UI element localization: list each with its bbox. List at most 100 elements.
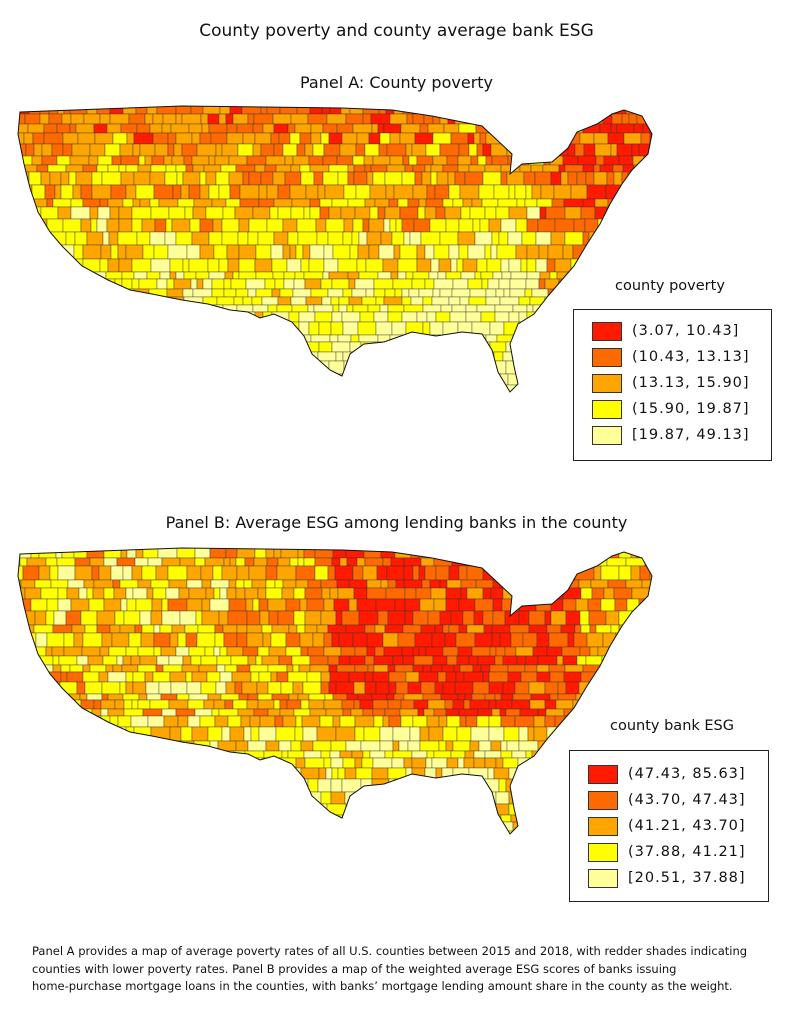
county-cell <box>345 624 366 634</box>
county-cell <box>57 341 70 353</box>
county-cell <box>662 625 677 633</box>
county-cell <box>613 171 623 186</box>
county-cell <box>335 821 349 832</box>
county-cell <box>170 123 190 134</box>
county-cell <box>518 565 531 581</box>
county-cell <box>426 715 440 728</box>
county-cell <box>483 791 497 805</box>
county-cell <box>450 814 465 823</box>
county-cell <box>125 184 137 200</box>
county-cell <box>253 373 273 386</box>
county-cell <box>82 397 93 404</box>
county-cell <box>110 565 124 581</box>
county-cell <box>56 155 71 166</box>
county-cell <box>559 113 577 125</box>
county-cell <box>529 565 549 581</box>
county-cell <box>124 384 140 392</box>
county-cell <box>54 184 62 200</box>
county-cell <box>210 397 219 404</box>
county-cell <box>238 244 257 260</box>
county-cell <box>225 311 240 323</box>
county-cell <box>224 699 234 710</box>
county-cell <box>323 598 335 612</box>
county-cell <box>93 123 108 134</box>
county-cell <box>370 164 388 173</box>
county-cell <box>18 304 30 313</box>
county-cell <box>689 665 700 672</box>
county-cell <box>521 341 529 353</box>
county-cell <box>106 218 120 233</box>
county-cell <box>384 206 401 220</box>
county-cell <box>251 803 267 816</box>
county-cell <box>168 655 184 666</box>
county-cell <box>499 632 512 648</box>
county-cell <box>141 843 147 846</box>
county-cell <box>586 184 607 200</box>
county-cell <box>116 803 135 816</box>
county-cell <box>676 566 686 580</box>
county-cell <box>384 708 401 717</box>
county-cell <box>225 681 236 695</box>
county-cell <box>72 757 89 769</box>
county-cell <box>151 351 162 362</box>
county-cell <box>405 671 420 683</box>
county-cell <box>29 351 45 362</box>
county-cell <box>307 646 325 657</box>
county-cell <box>375 321 393 336</box>
county-cell <box>442 164 459 173</box>
county-cell <box>279 384 290 392</box>
county-cell <box>192 288 213 298</box>
county-cell <box>111 632 130 648</box>
county-cell <box>392 740 400 752</box>
county-cell <box>616 664 625 673</box>
county-cell <box>119 750 130 759</box>
county-cell <box>393 244 401 260</box>
county-cell <box>115 757 130 769</box>
county-cell <box>276 304 293 313</box>
county-cell <box>26 311 36 323</box>
panel-a-legend: (3.07, 10.43] (10.43, 13.13] (13.13, 15.… <box>573 309 772 461</box>
county-cell <box>693 546 700 558</box>
county-cell <box>323 757 332 769</box>
county-cell <box>309 244 325 260</box>
county-cell <box>514 334 525 343</box>
county-cell <box>523 171 536 186</box>
county-cell <box>498 278 511 290</box>
county-cell <box>434 791 455 805</box>
county-cell <box>544 699 557 710</box>
county-cell <box>221 726 231 742</box>
county-cell <box>207 258 220 273</box>
county-cell <box>255 655 263 666</box>
county-cell <box>156 106 177 115</box>
county-cell <box>564 231 584 246</box>
county-cell <box>380 231 393 246</box>
county-cell <box>407 198 420 208</box>
county-cell <box>131 206 152 220</box>
county-cell <box>684 156 693 165</box>
county-cell <box>18 646 28 657</box>
county-cell <box>401 171 416 186</box>
county-cell <box>446 155 459 166</box>
county-cell <box>401 311 418 323</box>
county-cell <box>169 632 179 648</box>
county-cell <box>221 218 240 233</box>
county-cell <box>431 632 446 648</box>
county-cell <box>152 113 164 125</box>
county-cell <box>502 757 519 769</box>
county-cell <box>618 708 628 717</box>
legend-a-label-5: [19.87, 49.13] <box>632 427 750 443</box>
county-cell <box>549 155 564 166</box>
county-cell <box>196 143 217 157</box>
county-cell <box>211 288 225 298</box>
county-cell <box>69 106 88 115</box>
county-cell <box>399 384 414 392</box>
county-cell <box>111 843 120 846</box>
county-cell <box>145 681 160 695</box>
county-cell <box>542 373 553 386</box>
county-cell <box>265 778 277 793</box>
county-cell <box>141 218 156 233</box>
county-cell <box>375 598 396 612</box>
county-cell <box>456 258 464 273</box>
county-cell <box>539 351 556 362</box>
county-cell <box>526 271 541 280</box>
